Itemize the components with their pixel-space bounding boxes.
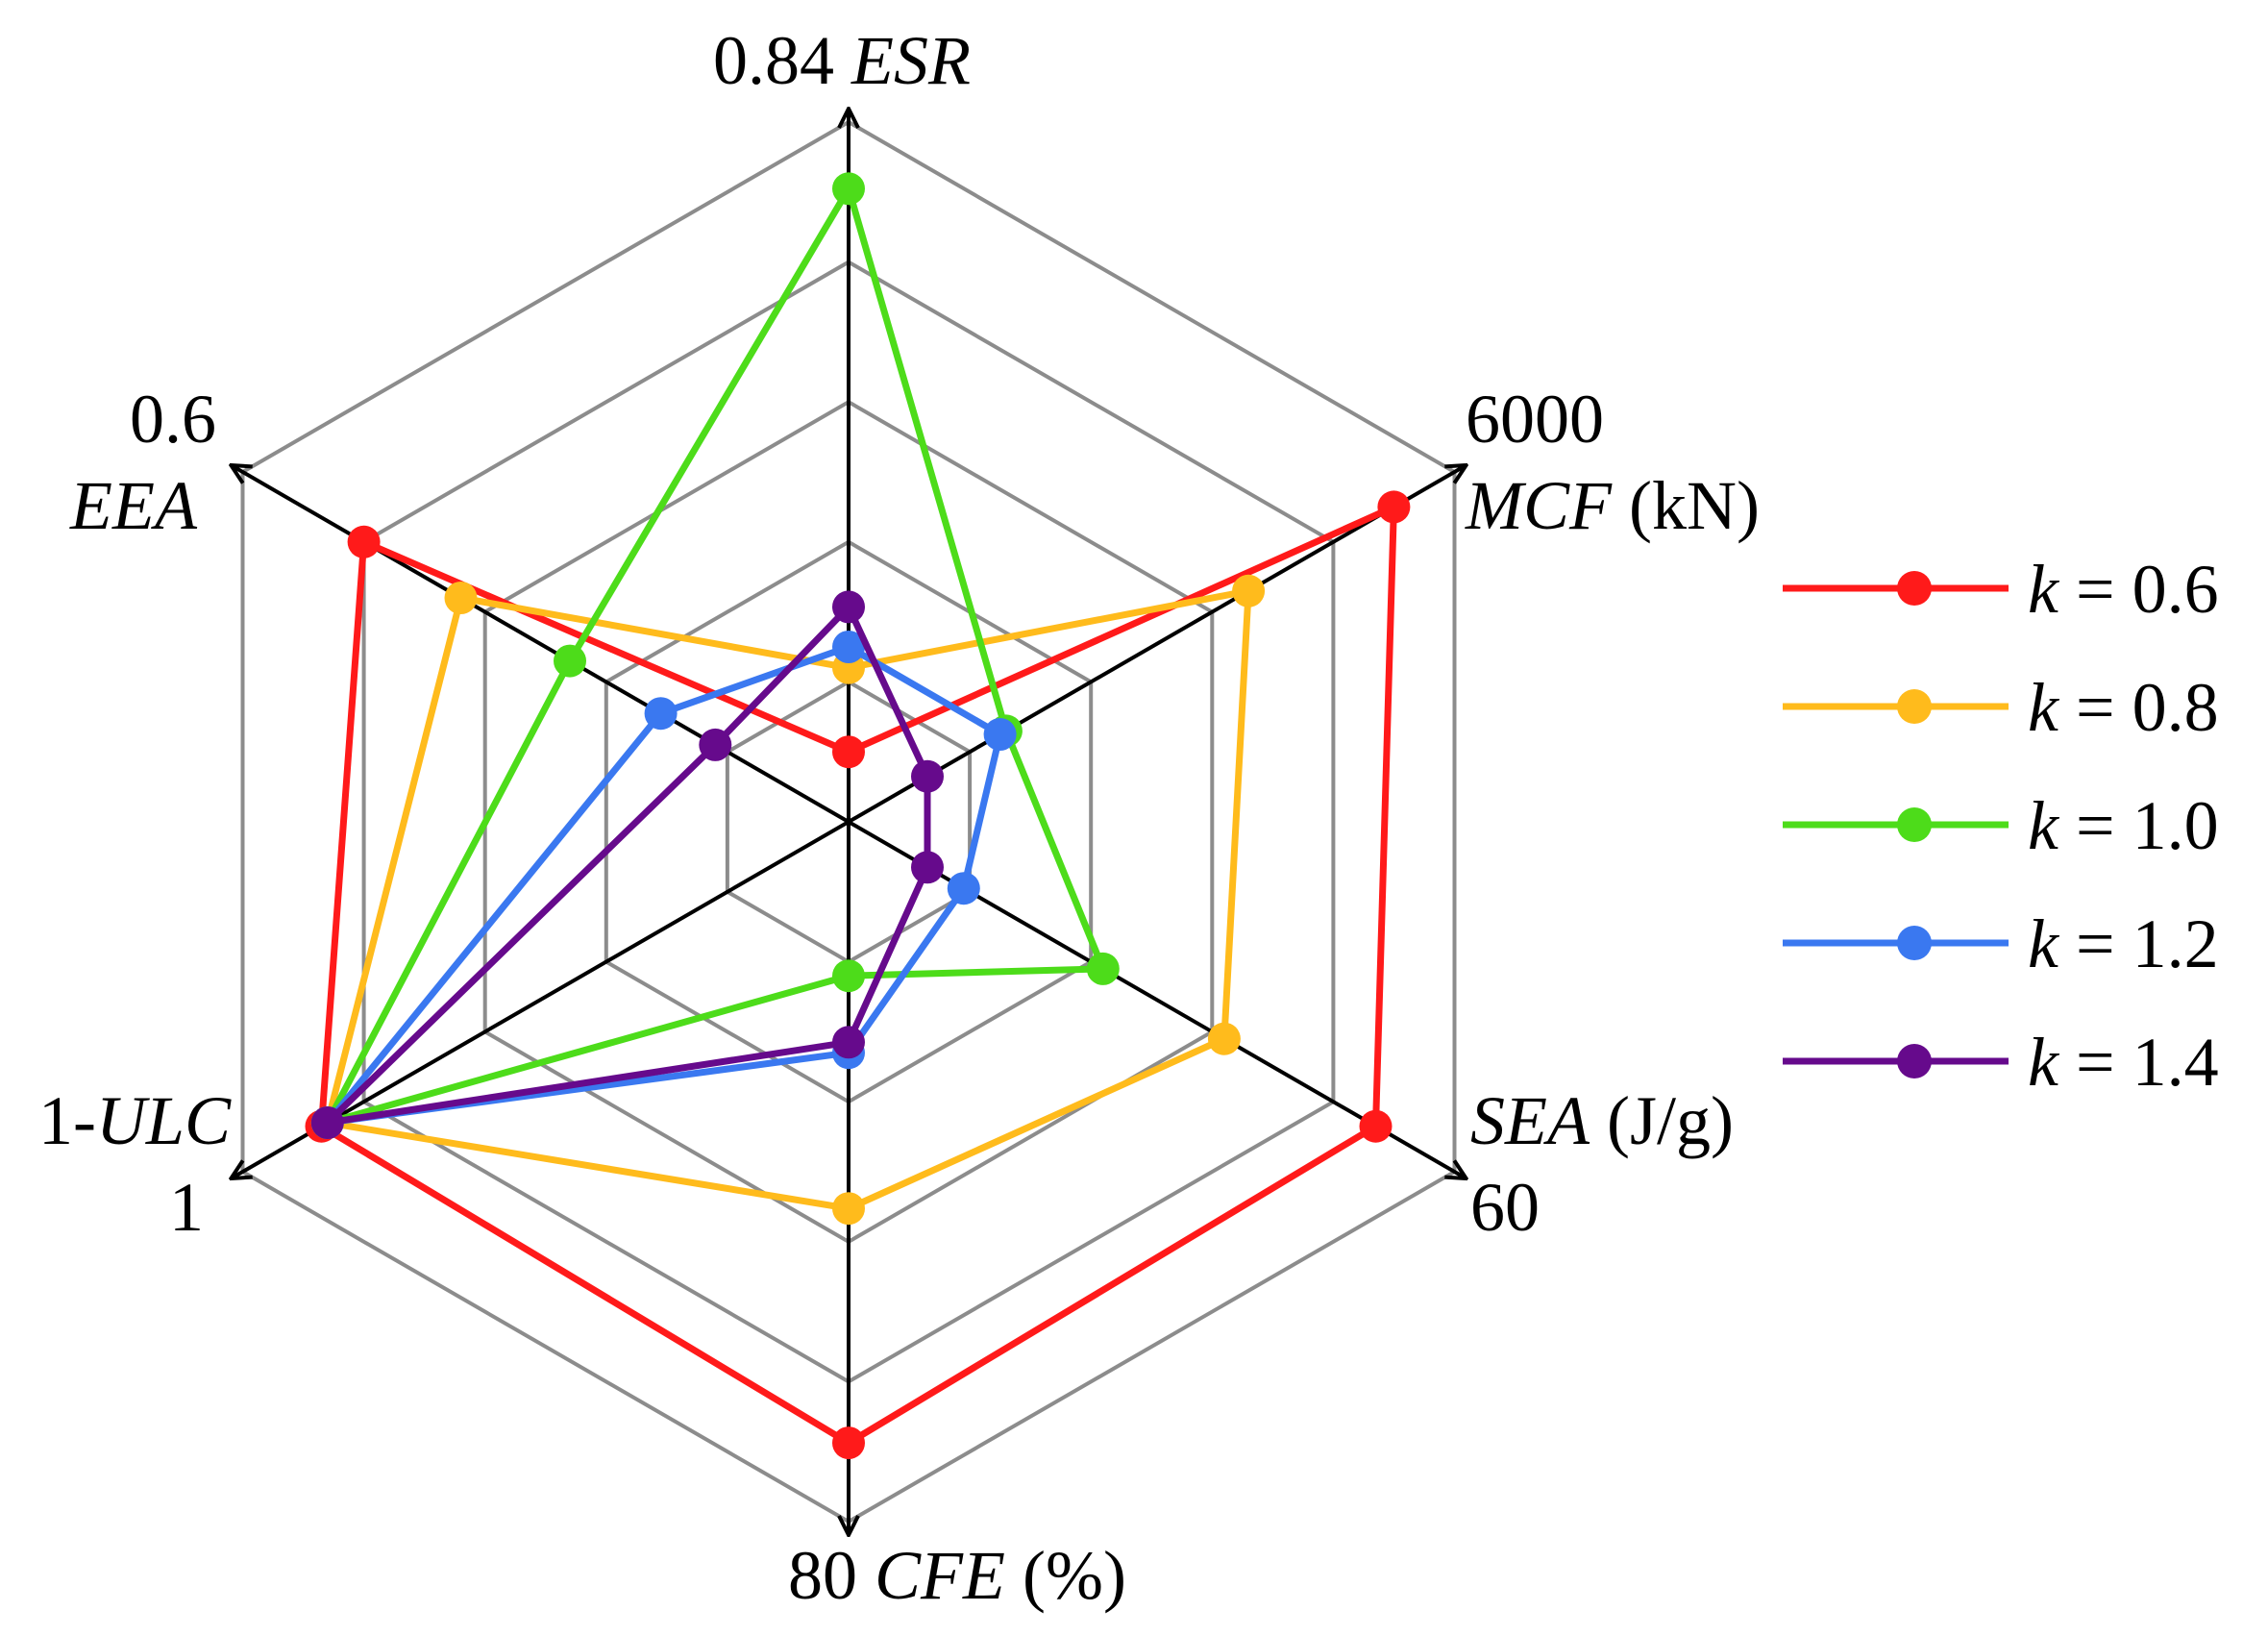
data-point-cfe [832, 1192, 865, 1226]
data-point-mcf [983, 718, 1017, 751]
legend-swatch-marker [1897, 926, 1932, 960]
axis-max-sea: 60 [1470, 1169, 1540, 1246]
data-point-mcf [1377, 490, 1411, 524]
legend-item-k-1-2: k = 1.2 [1783, 905, 2219, 982]
data-point-eea [554, 644, 586, 678]
axis-max-mcf: 6000 [1466, 381, 1604, 458]
data-point-sea [947, 872, 980, 905]
axis-label-mcf: MCF (kN) [1465, 467, 1760, 544]
legend-item-k-1-4: k = 1.4 [1783, 1024, 2219, 1101]
legend-swatch-marker [1897, 571, 1932, 606]
series-k-1-2 [310, 631, 1017, 1139]
data-point-eea [347, 525, 381, 558]
axis-line-mcf [848, 466, 1465, 824]
data-point-ulc [310, 1106, 344, 1139]
legend-swatch-marker [1897, 689, 1932, 724]
axis-label-eea: EEA [69, 467, 198, 544]
data-point-esr [832, 590, 865, 624]
axis-line-eea [233, 466, 850, 824]
axis-max-eea: 0.6 [130, 381, 216, 458]
series-k-0-6 [305, 490, 1411, 1460]
axis-label-cfe: 80 CFE (%) [788, 1537, 1126, 1614]
data-point-cfe [832, 1026, 865, 1059]
data-point-mcf [911, 759, 944, 793]
legend-swatch-marker [1897, 1044, 1932, 1078]
data-point-mcf [1232, 574, 1266, 607]
data-point-esr [832, 735, 865, 769]
legend: k = 0.6 k = 0.8 k = 1.0 k = 1.2 [1783, 551, 2219, 1101]
data-point-cfe [832, 1426, 865, 1460]
data-point-sea [1207, 1022, 1241, 1055]
data-point-eea [444, 582, 478, 614]
legend-swatch-marker [1897, 807, 1932, 842]
data-point-esr [832, 172, 865, 206]
series-layer [305, 172, 1411, 1460]
legend-item-k-1-0: k = 1.0 [1783, 787, 2219, 864]
legend-label: k = 0.6 [2028, 551, 2219, 628]
data-point-sea [911, 851, 944, 884]
data-point-eea [699, 728, 732, 761]
axis-max-ulc: 1 [169, 1169, 204, 1246]
series-line [324, 587, 1252, 1212]
legend-label: k = 0.8 [2028, 669, 2219, 746]
axis-label-esr: 0.84 ESR [713, 22, 971, 99]
legend-label: k = 1.0 [2028, 787, 2219, 864]
axis-label-ulc: 1-ULC [38, 1082, 232, 1159]
axis-lines [233, 111, 1465, 1533]
data-point-eea [644, 697, 678, 731]
legend-label: k = 1.4 [2028, 1024, 2219, 1101]
legend-label: k = 1.2 [2028, 905, 2219, 982]
data-point-esr [832, 631, 865, 663]
series-k-1-4 [310, 590, 944, 1139]
legend-item-k-0-6: k = 0.6 [1783, 551, 2219, 628]
data-point-sea [1086, 952, 1120, 985]
axis-label-sea: SEA (J/g) [1470, 1082, 1734, 1159]
data-point-cfe [832, 959, 865, 993]
legend-item-k-0-8: k = 0.8 [1783, 669, 2219, 746]
data-point-sea [1359, 1109, 1393, 1143]
